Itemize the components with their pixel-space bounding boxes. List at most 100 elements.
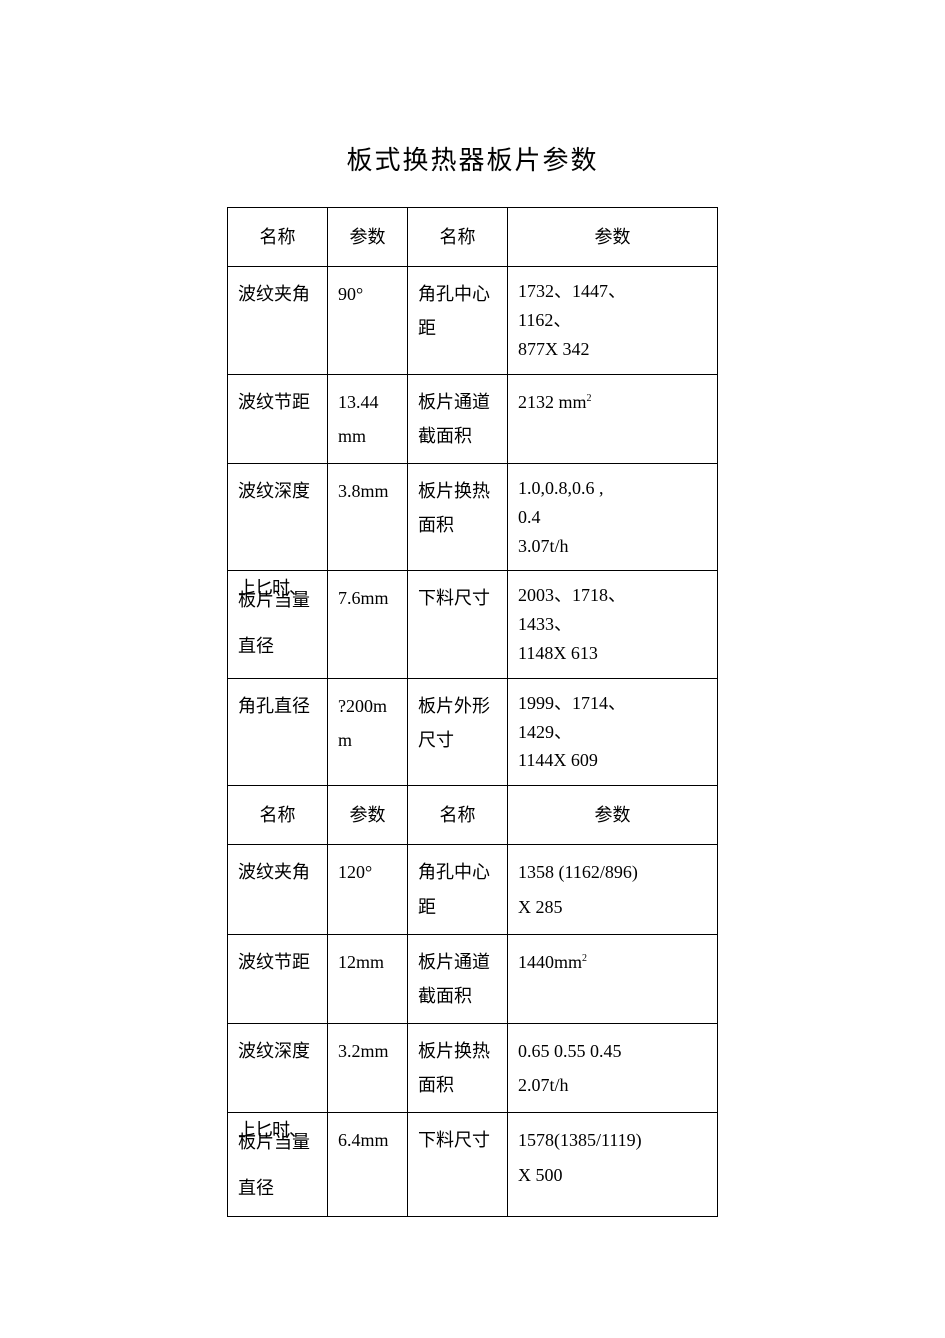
header-cell: 名称 — [408, 786, 508, 845]
cell-text: 角孔中心 — [418, 862, 490, 882]
cell-text: 距 — [418, 897, 436, 917]
cell-param: 2003、1718、 1433、 1148X 613 — [508, 571, 718, 678]
table-row: 波纹节距 12mm 板片通道 截面积 1440mm2 — [228, 934, 718, 1023]
superscript: 2 — [582, 953, 587, 964]
cell-name: 波纹深度 — [228, 463, 328, 570]
header-cell: 名称 — [408, 208, 508, 267]
cell-text: 截面积 — [418, 986, 472, 1006]
cell-text: 0.65 0.55 0.45 — [518, 1041, 622, 1061]
cell-param: 6.4mm — [328, 1113, 408, 1216]
cell-param: 90° — [328, 267, 408, 374]
table-row: 角孔直径 ?200m m 板片外形 尺寸 1999、1714、 1429、 11… — [228, 678, 718, 785]
cell-text: 板片换热 — [418, 1041, 490, 1061]
cell-name: 角孔中心 距 — [408, 845, 508, 934]
cell-text: 直径 — [238, 1178, 274, 1198]
cell-name: 波纹节距 — [228, 374, 328, 463]
table-header-row: 名称 参数 名称 参数 — [228, 208, 718, 267]
cell-text: mm — [338, 426, 366, 446]
cell-param: 3.2mm — [328, 1024, 408, 1113]
cell-param: 120° — [328, 845, 408, 934]
cell-text: 1732、1447、 — [518, 281, 626, 301]
cell-param: 13.44 mm — [328, 374, 408, 463]
cell-name: 波纹深度 — [228, 1024, 328, 1113]
cell-name: 板片外形 尺寸 — [408, 678, 508, 785]
cell-text: 板片通道 — [418, 392, 490, 412]
cell-text: 面积 — [418, 1075, 454, 1095]
cell-text: 板片换热 — [418, 481, 490, 501]
cell-text: 截面积 — [418, 426, 472, 446]
cell-param: 3.8mm — [328, 463, 408, 570]
cell-text: 板片当量 — [238, 591, 310, 609]
cell-text: 角孔中心 — [418, 284, 490, 304]
cell-text: 2003、1718、 — [518, 585, 626, 605]
cell-text: 尺寸 — [418, 730, 454, 750]
cell-text: 1.0,0.8,0.6 , — [518, 478, 604, 498]
table-row: 波纹节距 13.44 mm 板片通道 截面积 2132 mm2 — [228, 374, 718, 463]
cell-text: X 285 — [518, 897, 563, 917]
cell-param: 12mm — [328, 934, 408, 1023]
cell-name: 板片通道 截面积 — [408, 374, 508, 463]
header-cell: 名称 — [228, 208, 328, 267]
cell-text: 3.07t/h — [518, 536, 569, 556]
cell-param: 7.6mm — [328, 571, 408, 678]
cell-text: X 500 — [518, 1165, 563, 1185]
cell-text: 板片外形 — [418, 696, 490, 716]
cell-text: m — [338, 730, 352, 750]
cell-text: 1148X 613 — [518, 643, 598, 663]
cell-text: 877X 342 — [518, 339, 590, 359]
cell-text: 1162、 — [518, 310, 571, 330]
superscript: 2 — [587, 393, 592, 404]
cell-name: 板片换热 面积 — [408, 463, 508, 570]
overlapped-text: 上匕时、 板片当量 — [238, 581, 319, 629]
cell-name: 角孔直径 — [228, 678, 328, 785]
header-cell: 参数 — [508, 208, 718, 267]
cell-name: 板片换热 面积 — [408, 1024, 508, 1113]
cell-param: 0.65 0.55 0.45 2.07t/h — [508, 1024, 718, 1113]
cell-text: 1440mm — [518, 952, 582, 972]
cell-name: 板片通道 截面积 — [408, 934, 508, 1023]
cell-name: 波纹夹角 — [228, 267, 328, 374]
cell-name: 波纹节距 — [228, 934, 328, 1023]
cell-text: 面积 — [418, 515, 454, 535]
cell-name: 下料尺寸 — [408, 571, 508, 678]
cell-text: 板片当量 — [238, 1133, 310, 1151]
cell-name: 下料尺寸 — [408, 1113, 508, 1216]
table-row: 上匕时、 板片当量 直径 7.6mm 下料尺寸 2003、1718、 1433、… — [228, 571, 718, 678]
table-row: 波纹深度 3.8mm 板片换热 面积 1.0,0.8,0.6 , 0.4 3.0… — [228, 463, 718, 570]
header-cell: 参数 — [508, 786, 718, 845]
table-row: 波纹夹角 120° 角孔中心 距 1358 (1162/896) X 285 — [228, 845, 718, 934]
header-cell: 参数 — [328, 786, 408, 845]
cell-text: 13.44 — [338, 392, 379, 412]
cell-text: 距 — [418, 318, 436, 338]
cell-name: 上匕时、 板片当量 直径 — [228, 571, 328, 678]
cell-text: 直径 — [238, 636, 274, 656]
document-page: 板式换热器板片参数 名称 参数 名称 参数 波纹夹角 90° 角孔中心 距 17… — [0, 0, 945, 1217]
cell-param: 1732、1447、 1162、 877X 342 — [508, 267, 718, 374]
table-row: 波纹夹角 90° 角孔中心 距 1732、1447、 1162、 877X 34… — [228, 267, 718, 374]
cell-text: 1144X 609 — [518, 750, 598, 770]
overlapped-text: 上匕时、 板片当量 — [238, 1123, 319, 1171]
cell-param: 1578(1385/1119) X 500 — [508, 1113, 718, 1216]
parameters-table: 名称 参数 名称 参数 波纹夹角 90° 角孔中心 距 1732、1447、 1… — [227, 207, 718, 1217]
cell-name: 上匕时、 板片当量 直径 — [228, 1113, 328, 1216]
table-row: 上匕时、 板片当量 直径 6.4mm 下料尺寸 1578(1385/1119) … — [228, 1113, 718, 1216]
cell-param: 1440mm2 — [508, 934, 718, 1023]
cell-text: 1358 (1162/896) — [518, 862, 638, 882]
cell-param: ?200m m — [328, 678, 408, 785]
cell-text: ?200m — [338, 696, 387, 716]
cell-text: 0.4 — [518, 507, 541, 527]
cell-text: 1433、 — [518, 614, 572, 634]
cell-name: 角孔中心 距 — [408, 267, 508, 374]
cell-param: 2132 mm2 — [508, 374, 718, 463]
cell-param: 1999、1714、 1429、 1144X 609 — [508, 678, 718, 785]
cell-text: 2132 mm — [518, 392, 587, 412]
cell-text: 1999、1714、 — [518, 693, 626, 713]
cell-param: 1.0,0.8,0.6 , 0.4 3.07t/h — [508, 463, 718, 570]
header-cell: 名称 — [228, 786, 328, 845]
cell-text: 1429、 — [518, 722, 572, 742]
table-header-row: 名称 参数 名称 参数 — [228, 786, 718, 845]
cell-text: 1578(1385/1119) — [518, 1130, 642, 1150]
cell-text: 2.07t/h — [518, 1075, 569, 1095]
cell-name: 波纹夹角 — [228, 845, 328, 934]
header-cell: 参数 — [328, 208, 408, 267]
